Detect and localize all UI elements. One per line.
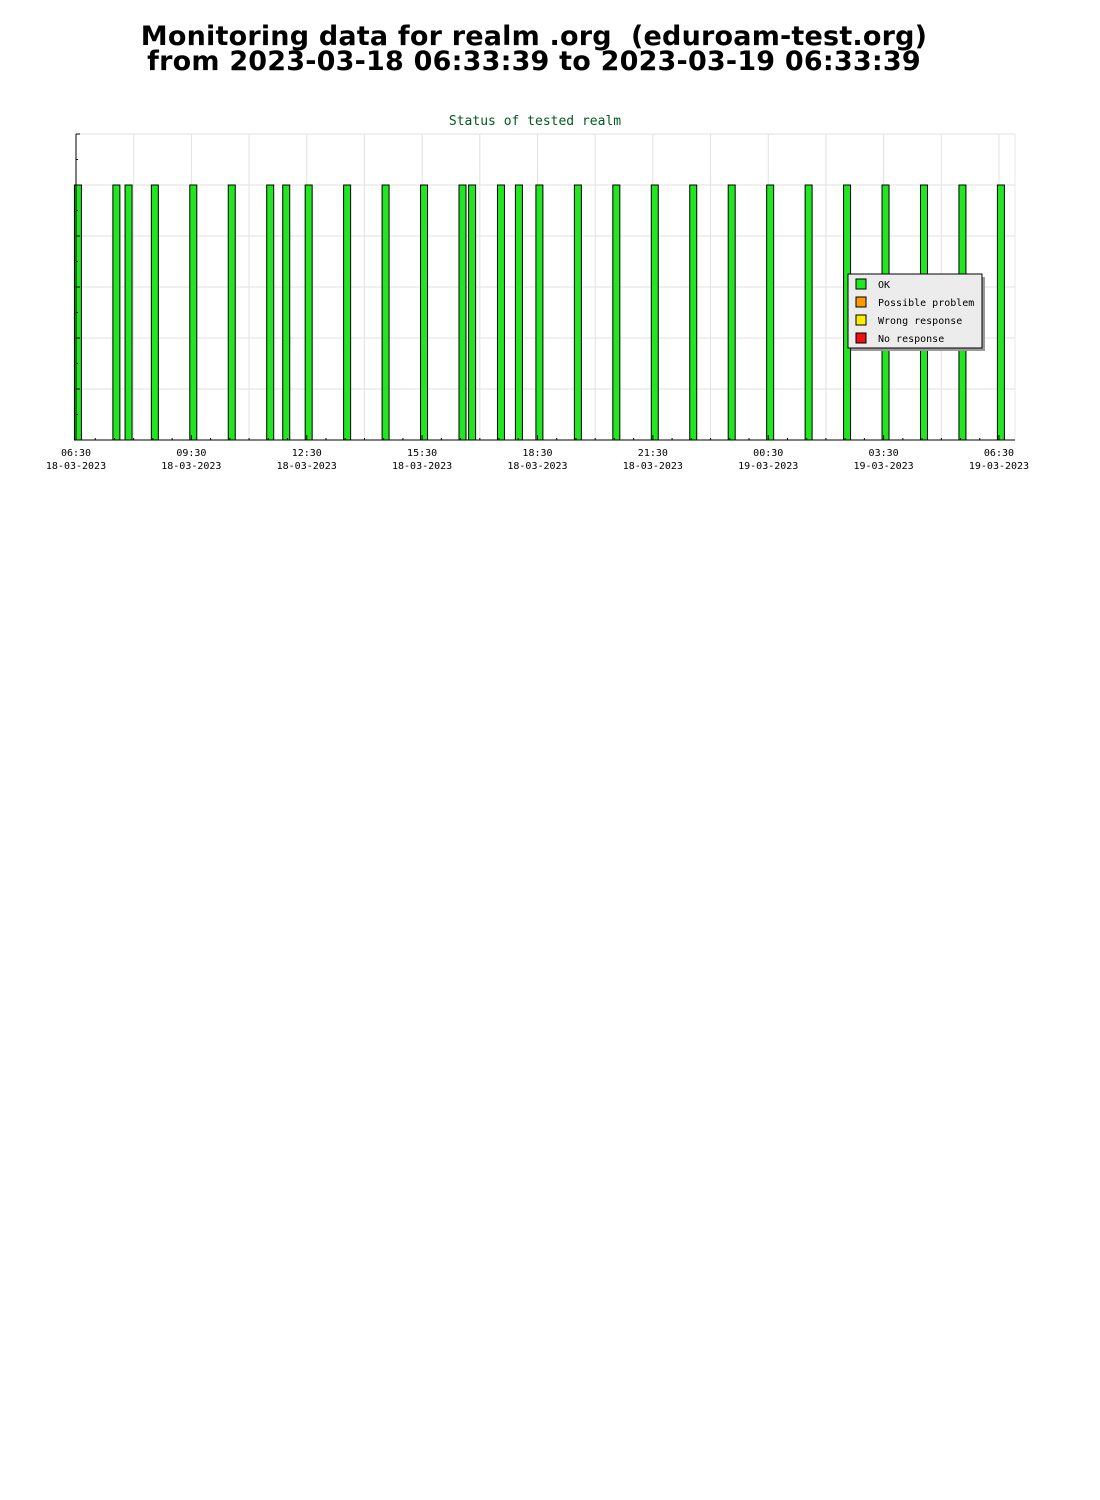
bar-status-ok — [227, 184, 236, 441]
x-tick-label-date: 18-03-2023 — [623, 461, 683, 472]
legend-box — [847, 273, 983, 349]
bar-status-ok — [468, 184, 477, 441]
legend-label: Wrong response — [878, 316, 962, 327]
bar-status-ok — [112, 184, 121, 441]
x-tick-label-date: 19-03-2023 — [853, 461, 913, 472]
bar-status-ok — [573, 184, 582, 441]
x-tick-label-time: 00:30 — [753, 448, 783, 459]
bar-status-ok — [689, 184, 698, 441]
bar-status-ok — [189, 184, 198, 441]
x-tick-label-date: 19-03-2023 — [738, 461, 798, 472]
x-tick-label-date: 18-03-2023 — [46, 461, 106, 472]
legend-label: No response — [878, 334, 944, 345]
x-tick-label-time: 06:30 — [61, 448, 91, 459]
x-tick-label-time: 21:30 — [638, 448, 668, 459]
x-tick-label-time: 06:30 — [984, 448, 1014, 459]
bar-status-ok — [304, 184, 313, 441]
bar-status-ok — [282, 184, 291, 441]
chart-title: Status of tested realm — [449, 114, 621, 129]
x-tick-label-date: 18-03-2023 — [161, 461, 221, 472]
bar-status-ok — [150, 184, 159, 441]
page-title: Monitoring data for realm .org (eduroam-… — [140, 21, 928, 52]
bar-status-ok — [535, 184, 544, 441]
legend-label: OK — [878, 280, 890, 291]
bar-status-ok — [381, 184, 390, 441]
bar-status-ok — [124, 184, 133, 441]
bar-status-ok — [766, 184, 775, 441]
bar-status-ok — [727, 184, 736, 441]
legend-swatch — [855, 278, 867, 290]
bar-status-ok — [514, 184, 523, 441]
chart-axes — [75, 133, 1015, 441]
bar-status-ok — [612, 184, 621, 441]
x-tick-label-date: 18-03-2023 — [507, 461, 567, 472]
bar-status-ok — [266, 184, 275, 441]
legend-swatch — [855, 332, 867, 344]
bar-status-ok — [496, 184, 505, 441]
x-tick-label-date: 19-03-2023 — [969, 461, 1029, 472]
legend-swatch — [855, 314, 867, 326]
x-tick-label-time: 03:30 — [869, 448, 899, 459]
x-tick-label-date: 18-03-2023 — [392, 461, 452, 472]
page-subtitle-date-range: from 2023-03-18 06:33:39 to 2023-03-19 0… — [147, 46, 921, 77]
page-header: Monitoring data for realm .org (eduroam-… — [0, 21, 1068, 77]
x-tick-label-time: 12:30 — [292, 448, 322, 459]
bar-status-ok — [650, 184, 659, 441]
bar-status-ok — [343, 184, 352, 441]
bar-status-ok — [420, 184, 429, 441]
bar-status-ok — [458, 184, 467, 441]
bar-status-ok — [804, 184, 813, 441]
legend-label: Possible problem — [878, 298, 974, 309]
status-chart: Status of tested realm 06:30 18-03-2023 09… — [46, 114, 1029, 472]
bar-status-ok — [996, 184, 1005, 441]
x-tick-label-time: 09:30 — [176, 448, 206, 459]
chart-legend: OK Possible problem Wrong response No respo… — [847, 273, 985, 351]
chart-tick-labels: 06:30 18-03-2023 09:30 18-03-2023 12:30 18-03… — [46, 448, 1029, 472]
x-tick-label-time: 18:30 — [522, 448, 552, 459]
legend-swatch — [855, 296, 867, 308]
x-tick-label-date: 18-03-2023 — [277, 461, 337, 472]
x-tick-label-time: 15:30 — [407, 448, 437, 459]
